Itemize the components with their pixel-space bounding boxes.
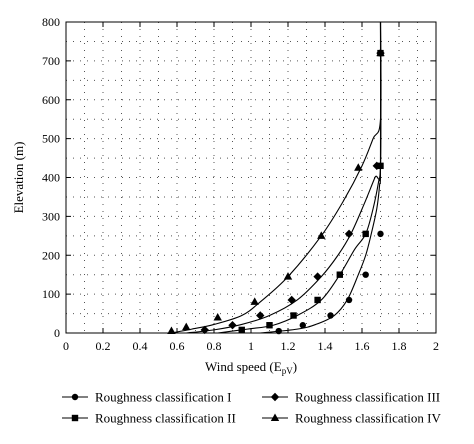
legend-label: Roughness classification III bbox=[295, 390, 440, 405]
y-axis-ticks: 0 100 200 300 400 500 600 700 800 bbox=[42, 15, 436, 340]
series-2-point bbox=[266, 322, 273, 329]
series-4-point bbox=[213, 312, 222, 321]
y-tick-label: 600 bbox=[42, 93, 60, 107]
x-tick-label: 0 bbox=[63, 339, 69, 353]
series-1-point bbox=[345, 296, 353, 304]
x-axis-label-main: Wind speed (E bbox=[205, 359, 282, 374]
x-tick-label: 0.4 bbox=[133, 339, 148, 353]
legend-item-4: Roughness classification IV bbox=[262, 411, 441, 426]
series-2-point bbox=[314, 296, 321, 304]
x-tick-label: 0.2 bbox=[96, 339, 111, 353]
x-tick-label: 1.2 bbox=[281, 339, 296, 353]
series-4-point bbox=[376, 48, 385, 57]
series-3-point bbox=[372, 161, 381, 171]
y-tick-label: 0 bbox=[54, 326, 60, 340]
grid bbox=[66, 22, 436, 333]
x-tick-label: 0.8 bbox=[207, 339, 222, 353]
legend-marker-circle bbox=[71, 393, 79, 401]
series-line-2 bbox=[217, 21, 382, 334]
series-line-1 bbox=[260, 21, 382, 334]
x-tick-label: 1.4 bbox=[318, 339, 333, 353]
x-axis-ticks: 0 0.2 0.4 0.6 0.8 1 1.2 1.4 1.6 1.8 2 bbox=[63, 22, 439, 353]
y-tick-label: 500 bbox=[42, 132, 60, 146]
series-3-point bbox=[228, 321, 237, 330]
series-2-point bbox=[238, 326, 245, 334]
legend-item-1: Roughness classification I bbox=[62, 390, 231, 405]
legend-marker-triangle bbox=[270, 413, 280, 421]
series-layer bbox=[167, 21, 385, 335]
series-1-point bbox=[275, 327, 282, 335]
series-1-point bbox=[327, 312, 334, 319]
y-tick-label: 300 bbox=[42, 209, 60, 223]
series-3-point bbox=[313, 272, 322, 281]
series-4-point bbox=[182, 322, 191, 331]
x-tick-label: 0.6 bbox=[170, 339, 185, 353]
legend-marker-square bbox=[71, 414, 79, 422]
series-2-point bbox=[290, 312, 297, 319]
legend-marker-diamond bbox=[270, 392, 280, 402]
series-4-point bbox=[317, 231, 326, 239]
x-tick-label: 1 bbox=[248, 339, 254, 353]
series-4-point bbox=[250, 297, 259, 305]
x-axis-label: Wind speed (EpV) bbox=[205, 359, 297, 376]
y-axis-label: Elevation (m) bbox=[11, 142, 26, 214]
series-3-point bbox=[287, 295, 296, 305]
x-axis-label-close: ) bbox=[293, 359, 297, 374]
series-line-3 bbox=[186, 21, 382, 334]
x-tick-label: 1.8 bbox=[392, 339, 407, 353]
legend: Roughness classification I Roughness clas… bbox=[62, 390, 441, 426]
legend-item-2: Roughness classification II bbox=[62, 411, 236, 426]
series-1-point bbox=[362, 271, 369, 278]
series-2-point bbox=[336, 271, 343, 278]
series-3-point bbox=[256, 311, 265, 320]
legend-label: Roughness classification II bbox=[95, 411, 236, 426]
series-4-point bbox=[354, 163, 363, 171]
series-4-point bbox=[283, 272, 293, 280]
series-4-point bbox=[167, 326, 176, 335]
series-2 bbox=[217, 21, 384, 334]
x-tick-label: 2 bbox=[433, 339, 439, 353]
legend-label: Roughness classification IV bbox=[295, 411, 441, 426]
series-line-4 bbox=[171, 21, 382, 334]
legend-label: Roughness classification I bbox=[95, 390, 231, 405]
series-4 bbox=[167, 21, 385, 335]
y-tick-label: 700 bbox=[42, 54, 60, 68]
y-tick-label: 800 bbox=[42, 15, 60, 29]
legend-item-3: Roughness classification III bbox=[262, 390, 440, 405]
series-3-point bbox=[200, 325, 209, 335]
series-1-point bbox=[299, 322, 306, 329]
y-tick-label: 200 bbox=[42, 248, 60, 262]
series-2-point bbox=[362, 230, 369, 238]
x-axis-label-subscript: pV bbox=[282, 366, 294, 376]
x-tick-label: 1.6 bbox=[355, 339, 370, 353]
series-1 bbox=[260, 21, 384, 335]
series-1-point bbox=[377, 230, 384, 238]
y-tick-label: 400 bbox=[42, 171, 60, 185]
series-3 bbox=[186, 21, 385, 335]
y-tick-label: 100 bbox=[42, 287, 60, 301]
series-3-point bbox=[344, 229, 354, 239]
